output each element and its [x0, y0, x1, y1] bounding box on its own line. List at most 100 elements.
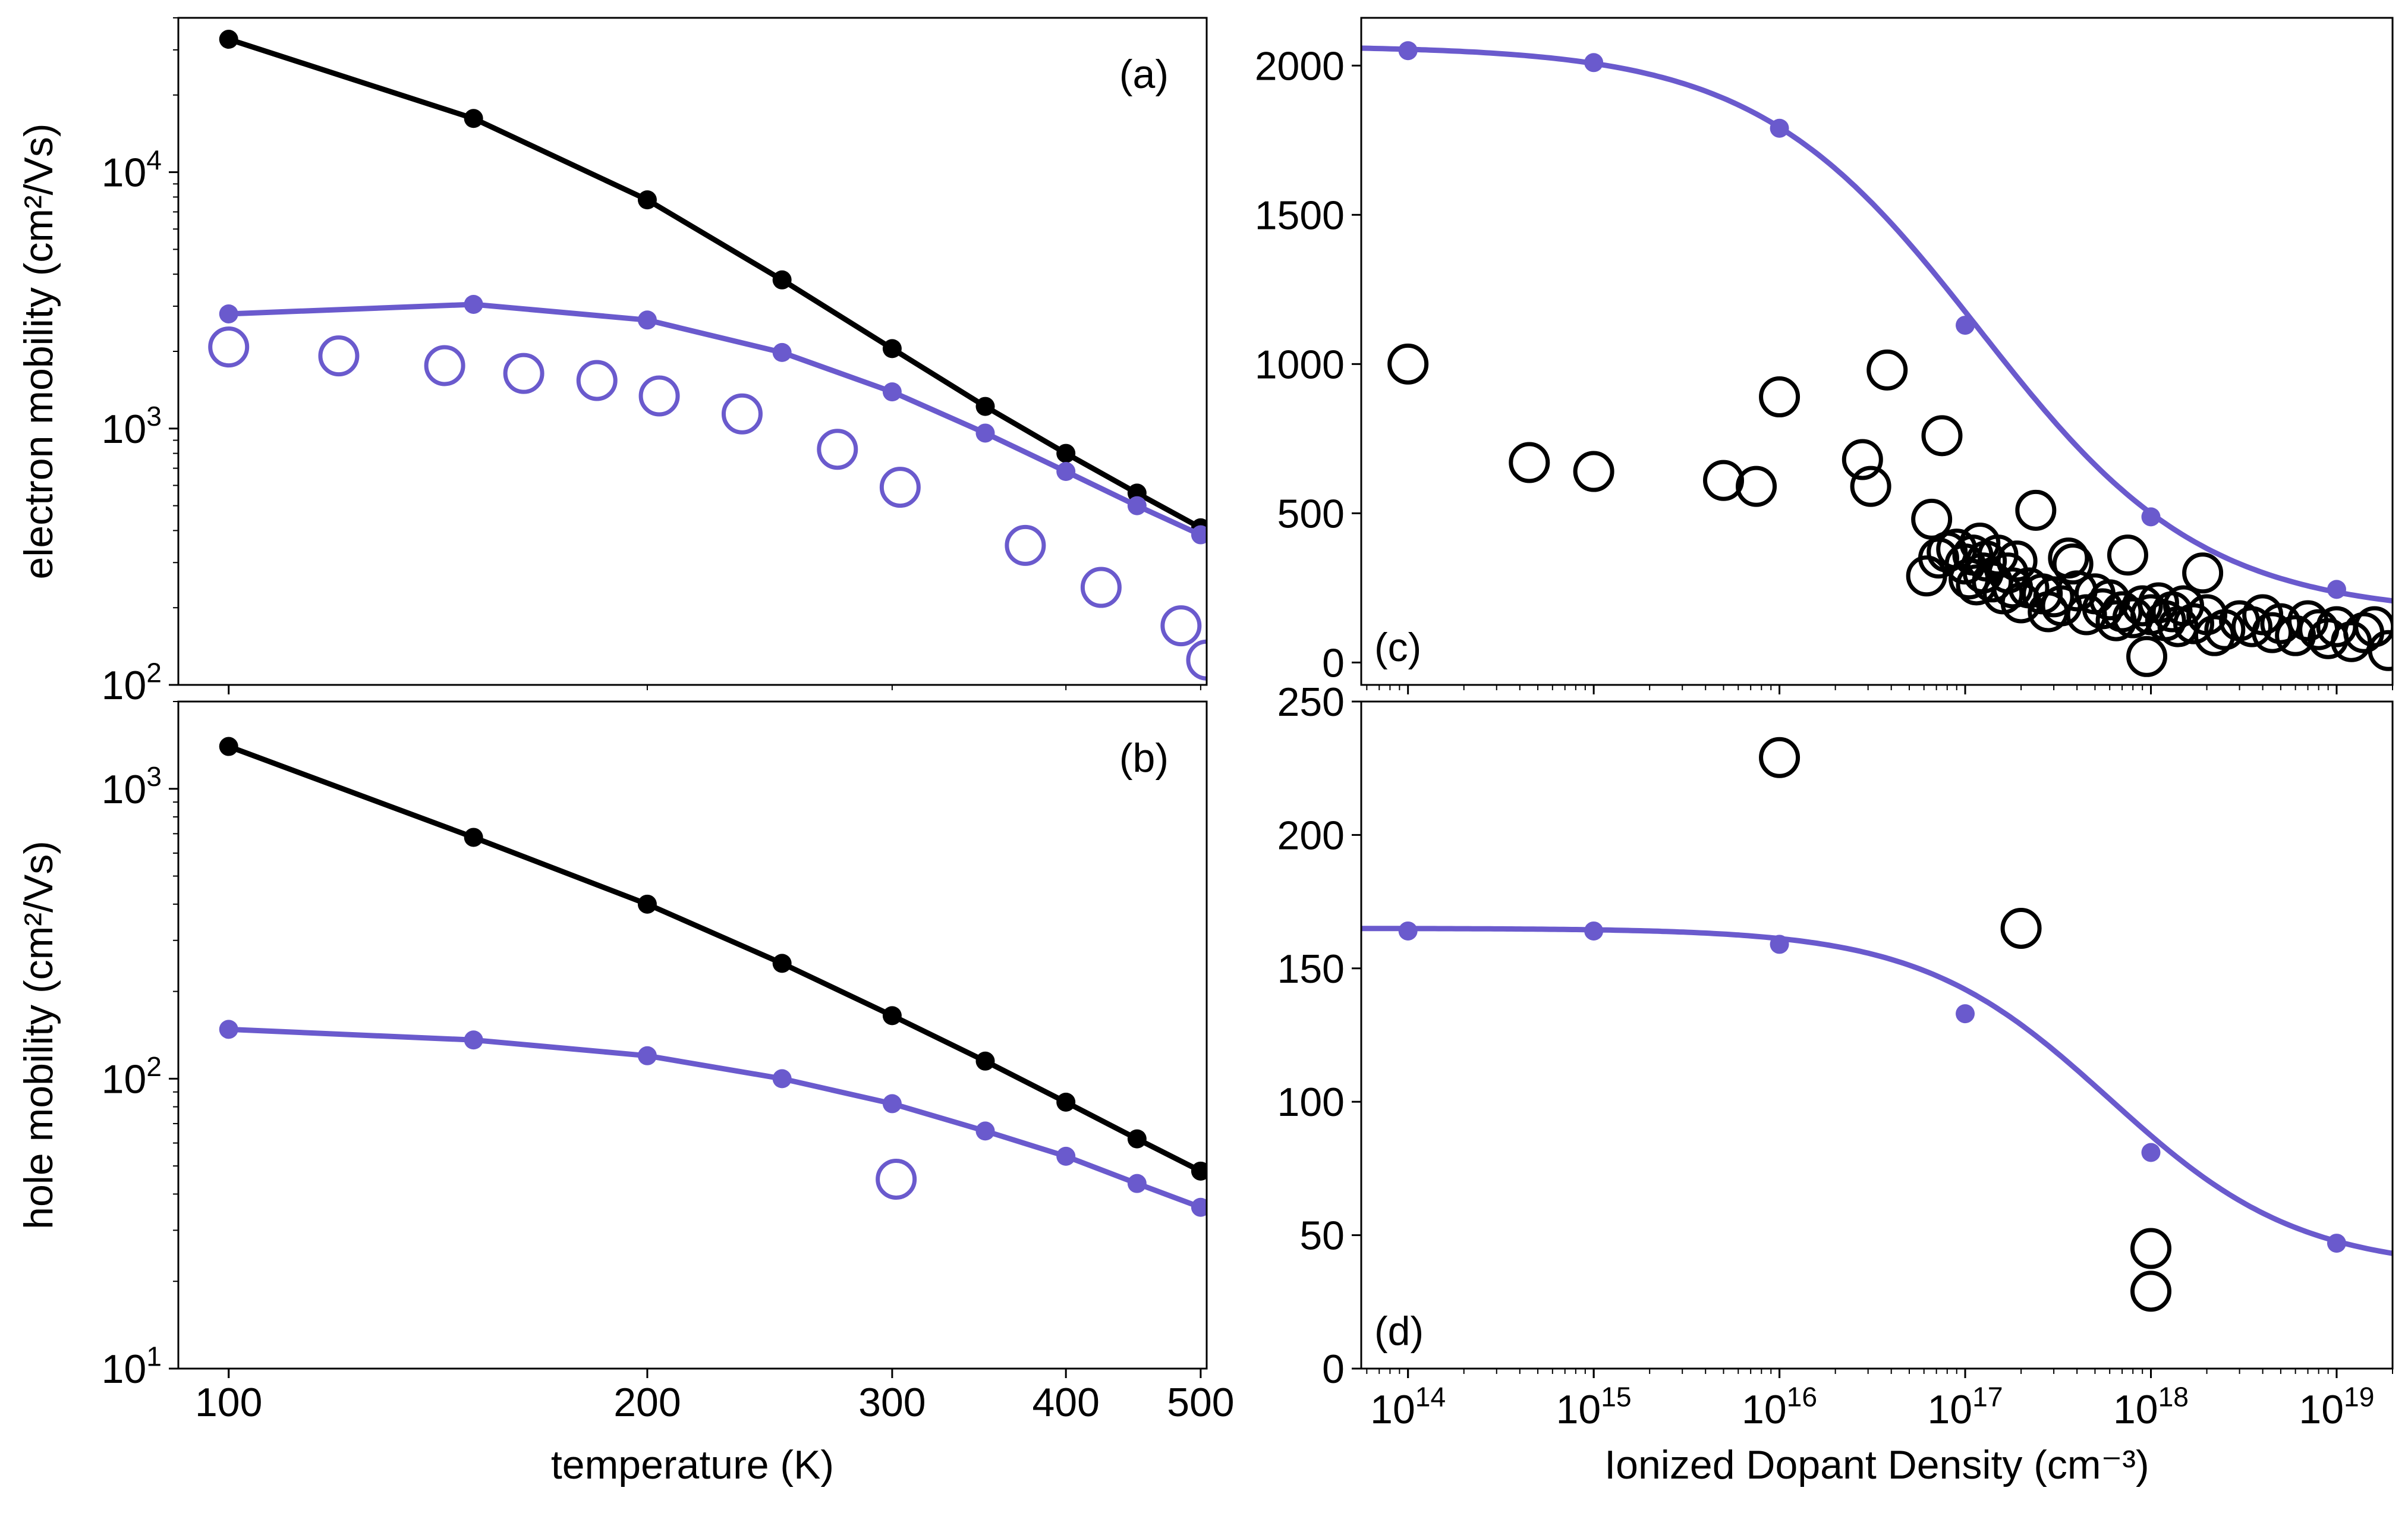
series-point: [219, 304, 238, 323]
series-point: [975, 1051, 995, 1071]
axes-frame: [177, 700, 1208, 1370]
axes-frame: [1360, 17, 2394, 686]
measured-point: [2354, 606, 2393, 647]
measured-point: [1509, 442, 1550, 483]
measured-point: [1842, 439, 1883, 480]
panel-label: (a): [1119, 52, 1169, 97]
measured-point: [1911, 498, 1953, 540]
y-tick-label: 102: [102, 657, 162, 708]
series-point: [1127, 1129, 1147, 1149]
x-tick-label: 500: [1167, 1380, 1234, 1425]
measured-point: [2130, 1270, 2171, 1312]
panel-b-hole-mobility-vs-temperature: 101 102 103 100 200 300 400 500 (b) hole mobility…: [16, 700, 1235, 1487]
series-point: [1956, 316, 1975, 335]
measured-point: [2107, 534, 2148, 576]
y-tick-label: 102: [102, 1051, 162, 1102]
series-point: [1127, 1174, 1147, 1193]
measured-point: [2182, 552, 2224, 594]
measured-point: [2368, 630, 2393, 671]
series-point: [1056, 462, 1076, 482]
y-tick-label: 103: [102, 401, 162, 452]
x-tick-label: 100: [195, 1380, 262, 1425]
series-point: [1191, 1197, 1207, 1217]
measured-point: [1866, 349, 1908, 391]
x-tick-label: 300: [858, 1380, 926, 1425]
measured-point: [879, 467, 921, 508]
y-tick-label: 1500: [1255, 193, 1345, 238]
series-point: [2327, 1234, 2346, 1253]
series-point: [975, 1121, 995, 1141]
series-point: [464, 294, 483, 314]
series-point: [975, 423, 995, 443]
measured-point: [1387, 343, 1429, 385]
plot-area: [208, 30, 1207, 681]
measured-point: [576, 360, 618, 401]
series-point: [464, 828, 483, 847]
y-tick-label: 1000: [1255, 342, 1345, 387]
series-point: [637, 190, 657, 210]
series-point: [2141, 1143, 2161, 1162]
measured-point: [721, 393, 763, 435]
series-point: [637, 894, 657, 914]
series-fit-curve: [1361, 926, 2393, 1256]
measured-point: [2126, 636, 2168, 677]
series-point: [464, 1030, 483, 1050]
plot-area: [1361, 41, 2393, 677]
series-point: [882, 339, 902, 358]
series-point: [772, 342, 792, 362]
panel-c-electron-mobility-vs-dopant-density: 0 500 1000 1500 2000 (c): [1255, 17, 2394, 694]
x-tick-label: 400: [1032, 1380, 1099, 1425]
measured-point: [2173, 603, 2214, 644]
measured-point: [2130, 1228, 2171, 1269]
panel-label: (c): [1374, 625, 1421, 670]
series-point: [1398, 921, 1418, 941]
measured-point: [2082, 588, 2123, 630]
series-point: [2327, 580, 2346, 599]
measured-point: [1759, 737, 1801, 778]
measured-point: [2000, 907, 2042, 949]
series-fit-curve: [1361, 45, 2393, 604]
measured-point: [1703, 460, 1745, 501]
measured-point: [2033, 576, 2075, 618]
measured-point: [318, 335, 360, 377]
measured-point: [1850, 466, 1891, 507]
measured-point: [1005, 524, 1046, 566]
series-point: [1191, 1161, 1207, 1181]
y-axis-title: electron mobility (cm²/Vs): [16, 123, 61, 579]
y-tick-label: 250: [1277, 680, 1345, 725]
series-point: [882, 382, 902, 402]
series-point: [1398, 41, 1418, 61]
panel-label: (b): [1119, 735, 1169, 781]
measured-point: [2121, 585, 2163, 627]
x-tick-label: 1019: [2299, 1381, 2374, 1432]
plot-area: [1361, 737, 2393, 1312]
y-tick-label: 0: [1322, 640, 1345, 685]
series-point: [772, 270, 792, 290]
x-tick-label: 1018: [2113, 1381, 2189, 1432]
measured-point: [2331, 621, 2372, 662]
series-point: [219, 30, 238, 49]
measured-point: [1736, 466, 1777, 507]
y-tick-label: 101: [102, 1341, 162, 1392]
measured-point: [1921, 415, 1963, 457]
y-tick-label: 2000: [1255, 43, 1345, 89]
series-point: [1191, 525, 1207, 545]
measured-point: [2231, 606, 2272, 647]
y-tick-label: 50: [1299, 1213, 1345, 1259]
measured-point: [424, 345, 465, 386]
measured-point: [2275, 615, 2316, 656]
series-point: [1056, 1146, 1076, 1166]
panel-d-hole-mobility-vs-dopant-density: 0 50 100 150 200 250 1014 1015 1016 1017 1018 1019 (…: [1277, 680, 2394, 1487]
measured-point: [638, 375, 680, 417]
measured-point: [2015, 489, 2057, 531]
x-tick-label: 1016: [1742, 1381, 1817, 1432]
y-tick-label: 103: [102, 761, 162, 812]
series-point: [1770, 935, 1789, 954]
series-point: [975, 397, 995, 416]
measured-point: [876, 1158, 917, 1200]
x-tick-label: 200: [613, 1380, 681, 1425]
measured-point: [1759, 376, 1801, 418]
measured-point: [1080, 567, 1122, 608]
